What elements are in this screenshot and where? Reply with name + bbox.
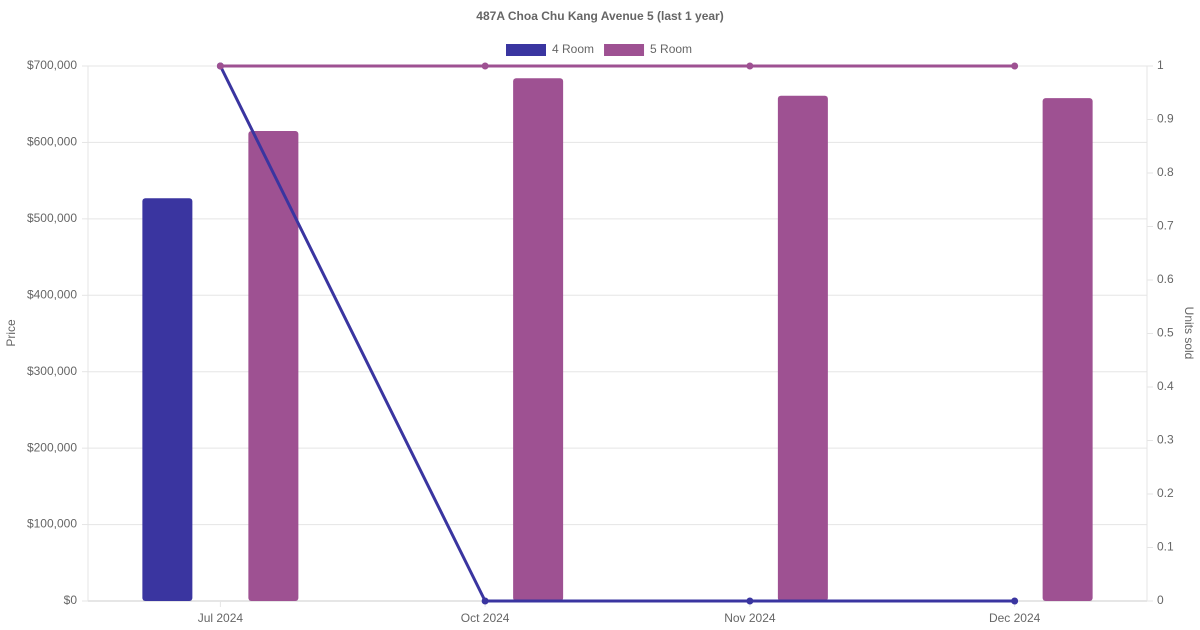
x-tick-label: Dec 2024 — [989, 611, 1041, 625]
y2-tick-label: 0.7 — [1157, 219, 1174, 233]
y2-tick-label: 0.5 — [1157, 326, 1174, 340]
y2-tick-label: 0.3 — [1157, 433, 1174, 447]
units-line — [219, 65, 1015, 603]
bar — [248, 130, 299, 601]
y-tick-label: $400,000 — [27, 287, 77, 301]
y-tick-label: $100,000 — [27, 517, 77, 531]
units-point — [481, 597, 489, 605]
y2-tick-label: 0.2 — [1157, 486, 1174, 500]
y-tick-label: $700,000 — [27, 58, 77, 72]
legend-label: 5 Room — [650, 42, 692, 56]
y2-axis-title: Units sold — [1182, 307, 1196, 360]
legend-swatch — [506, 44, 546, 56]
bar — [142, 198, 193, 601]
y-tick-label: $600,000 — [27, 135, 77, 149]
y-tick-label: $500,000 — [27, 211, 77, 225]
y2-tick-label: 0.4 — [1157, 379, 1174, 393]
y2-tick-label: 0.1 — [1157, 540, 1174, 554]
y-tick-label: $300,000 — [27, 364, 77, 378]
units-point — [1011, 62, 1019, 70]
chart-title: 487A Choa Chu Kang Avenue 5 (last 1 year… — [476, 9, 723, 23]
units-point — [1011, 597, 1019, 605]
units-point — [746, 62, 754, 70]
legend-label: 4 Room — [552, 42, 594, 56]
y2-tick-label: 0.6 — [1157, 272, 1174, 286]
y-tick-label: $0 — [64, 593, 78, 607]
y2-tick-label: 1 — [1157, 58, 1164, 72]
bar — [1042, 98, 1093, 601]
units-point — [216, 62, 224, 70]
y-tick-label: $200,000 — [27, 440, 77, 454]
x-tick-label: Jul 2024 — [198, 611, 244, 625]
units-point — [481, 62, 489, 70]
y-axis-title: Price — [4, 319, 18, 347]
x-tick-label: Nov 2024 — [724, 611, 776, 625]
units-point — [746, 597, 754, 605]
x-tick-label: Oct 2024 — [461, 611, 510, 625]
legend-swatch — [604, 44, 645, 56]
y2-tick-label: 0.8 — [1157, 165, 1174, 179]
y2-tick-label: 0.9 — [1157, 112, 1174, 126]
bar — [513, 78, 564, 601]
bar — [777, 95, 828, 602]
y2-tick-label: 0 — [1157, 593, 1164, 607]
